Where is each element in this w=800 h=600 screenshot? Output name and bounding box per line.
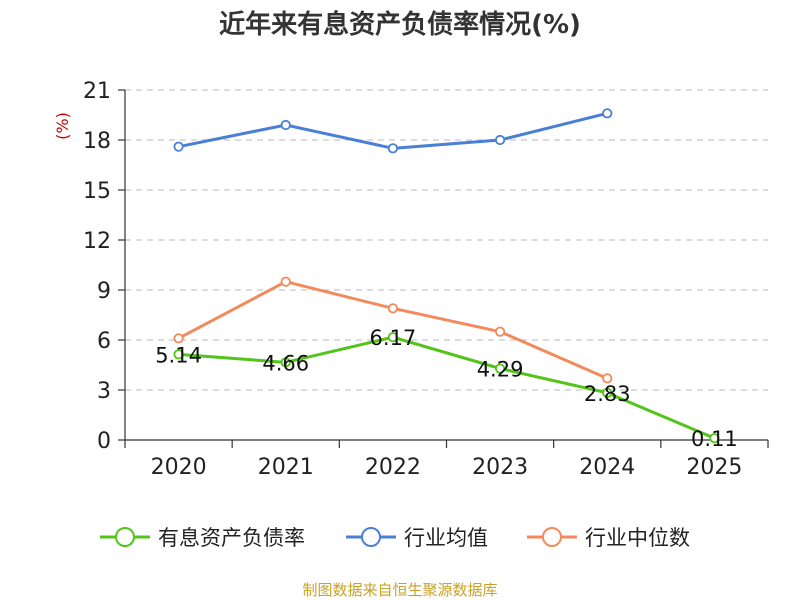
source-note: 制图数据来自恒生聚源数据库 [302,581,497,599]
y-tick-label: 15 [83,179,111,204]
data-point[interactable] [280,276,291,287]
chart-title: 近年来有息资产负债率情况(%) [219,9,581,40]
data-point[interactable] [173,333,184,344]
y-tick-label: 12 [83,229,111,254]
data-point[interactable] [602,108,613,119]
data-label: 0.11 [691,427,738,451]
x-tick-label: 2024 [579,455,635,480]
data-label: 2.83 [584,382,631,406]
data-label: 4.29 [477,358,524,382]
data-labels: 5.14 4.66 6.17 4.29 2.83 0.11 [155,326,738,451]
x-tick-label: 2025 [686,455,742,480]
y-tick-label: 18 [83,129,111,154]
data-point[interactable] [494,326,506,337]
data-point[interactable] [494,134,506,146]
grid-lines [125,89,768,391]
series-line [178,335,716,440]
legend-label[interactable]: 行业中位数 [585,526,690,550]
data-point[interactable] [387,143,399,154]
x-tick-label: 2021 [258,455,314,480]
data-point[interactable] [709,433,720,444]
x-tick-label: 2023 [472,455,528,480]
data-point[interactable] [387,303,399,314]
legend-swatch-marker[interactable] [115,527,135,547]
data-point[interactable] [173,141,184,152]
x-tick-label: 2022 [365,455,421,480]
y-tick-label: 21 [83,79,111,104]
y-axis-unit: (%) [53,112,72,140]
legend[interactable]: 有息资产负债率 行业均值 行业中位数 [100,526,690,550]
axes: 0 3 6 9 12 15 18 21 2020 2021 2022 2023 2024 2025 [83,79,769,480]
y-tick-label: 6 [97,329,111,354]
data-label: 5.14 [155,343,202,367]
data-label: 6.17 [370,326,417,350]
y-tick-label: 3 [97,379,111,404]
legend-swatch-marker[interactable] [361,527,381,547]
data-point[interactable] [387,332,399,343]
x-tick-label: 2020 [151,455,207,480]
data-point[interactable] [602,373,613,384]
data-point[interactable] [494,363,506,374]
data-label: 4.66 [262,351,309,375]
y-tick-label: 9 [97,279,111,304]
series-line [178,111,608,150]
legend-label[interactable]: 有息资产负债率 [158,526,305,550]
series-layer [173,108,720,444]
y-tick-label: 0 [97,429,111,454]
data-point[interactable] [602,387,613,398]
legend-label[interactable]: 行业均值 [404,526,488,550]
legend-swatch-marker[interactable] [542,527,562,547]
data-point[interactable] [280,119,291,131]
data-point[interactable] [173,349,184,360]
data-point[interactable] [280,357,291,368]
